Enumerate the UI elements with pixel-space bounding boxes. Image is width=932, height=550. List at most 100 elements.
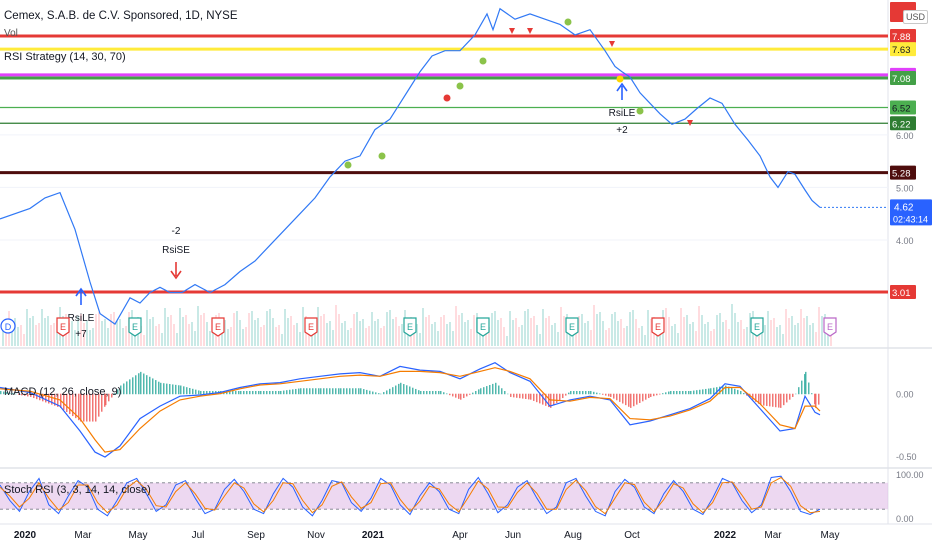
macd-histogram-bar (140, 371, 142, 395)
volume-bar (641, 326, 643, 346)
volume-bar (683, 317, 685, 346)
volume-bar (470, 329, 472, 346)
macd-histogram-bar (163, 383, 165, 395)
volume-bar (302, 307, 304, 346)
volume-bar (38, 323, 40, 346)
strategy-dot (443, 94, 451, 102)
macd-histogram-bar (101, 393, 103, 412)
volume-bar (524, 311, 526, 346)
macd-histogram-bar (808, 382, 810, 395)
macd-histogram-bar (283, 390, 285, 395)
macd-histogram-bar (786, 393, 788, 403)
macd-histogram-bar (92, 393, 94, 422)
volume-bar (398, 326, 400, 346)
macd-histogram-bar (80, 393, 82, 422)
volume-bar (455, 306, 457, 346)
macd-histogram-bar (596, 392, 598, 395)
volume-bar (50, 325, 52, 346)
macd-histogram-bar (599, 393, 601, 395)
volume-bar (281, 334, 283, 346)
event-marker-badge (565, 317, 579, 337)
macd-histogram-bar (690, 390, 692, 395)
volume-bar (212, 329, 214, 346)
macd-histogram-bar (412, 387, 414, 395)
volume-bar (413, 326, 415, 346)
volume-bar (818, 307, 820, 346)
volume-bar (521, 325, 523, 346)
level-tag-bg (890, 42, 916, 57)
macd-histogram-bar (630, 393, 632, 408)
currency-badge[interactable]: USD (903, 10, 929, 24)
macd-histogram-bar (525, 393, 527, 400)
signal-annotation: +2 (616, 125, 628, 136)
level-tag-label: 5.28 (892, 169, 911, 180)
volume-bar (440, 317, 442, 346)
strategy-triangle (509, 28, 515, 34)
macd-histogram-bar (570, 390, 572, 395)
price-series-line (0, 7, 821, 325)
macd-histogram-bar (129, 379, 131, 395)
volume-bar (101, 321, 103, 346)
event-marker-letter: E (480, 322, 486, 332)
macd-histogram-bar (132, 377, 134, 395)
macd-histogram-bar (811, 393, 813, 395)
volume-bar (731, 304, 733, 346)
macd-histogram-bar (69, 393, 71, 415)
stoch-rsi-label[interactable]: Stoch RSI (3, 3, 14, 14, close) (4, 484, 151, 496)
macd-histogram-bar (252, 390, 254, 395)
volume-bar (416, 324, 418, 346)
strategy-label[interactable]: RSI Strategy (14, 30, 70) (4, 51, 126, 63)
macd-histogram-bar (656, 393, 658, 396)
macd-histogram-bar (33, 393, 35, 399)
macd-histogram-bar (429, 390, 431, 395)
volume-bar (359, 321, 361, 346)
volume-bar (725, 320, 727, 346)
level-tag-bg (890, 116, 916, 131)
volume-bar (668, 317, 670, 346)
volume-bar (770, 320, 772, 346)
macd-histogram-bar (315, 388, 317, 395)
macd-histogram-bar (15, 393, 17, 395)
macd-histogram-bar (548, 393, 550, 408)
volume-bar (293, 325, 295, 346)
macd-histogram-bar (146, 375, 148, 395)
macd-histogram-bar (728, 386, 730, 395)
macd-histogram-bar (323, 388, 325, 395)
volume-bar (35, 325, 37, 346)
volume-bar (485, 329, 487, 346)
macd-histogram-bar (628, 393, 630, 407)
macd-histogram-bar (705, 388, 707, 395)
volume-bar (587, 321, 589, 346)
volume-bar (146, 310, 148, 346)
volume-bar (419, 333, 421, 346)
macd-histogram-bar (763, 393, 765, 406)
price-axis-tick: 6.00 (896, 131, 914, 141)
volume-bar (572, 332, 574, 346)
macd-histogram-bar (662, 393, 664, 395)
volume-bar (797, 323, 799, 346)
volume-bar (602, 321, 604, 346)
level-price-tag: 6.52 (890, 100, 916, 115)
volume-bar (491, 313, 493, 346)
event-marker: E (823, 317, 837, 337)
volume-bar (617, 321, 619, 346)
macd-histogram-bar (363, 389, 365, 395)
macd-histogram-bar (243, 390, 245, 395)
macd-histogram-bar (117, 389, 119, 395)
volume-bar (743, 329, 745, 346)
volume-bar (209, 331, 211, 346)
signal-annotation: RsiLE (68, 313, 95, 324)
volume-bar (437, 331, 439, 346)
macd-histogram-bar (685, 390, 687, 395)
volume-bar (761, 327, 763, 346)
macd-histogram-bar (389, 388, 391, 395)
macd-histogram-bar (613, 393, 615, 399)
level-tag-bg (890, 29, 916, 43)
macd-histogram-bar (492, 383, 494, 395)
macd-histogram-bar (449, 393, 451, 396)
volume-bar (716, 315, 718, 346)
volume-bar (371, 312, 373, 346)
macd-label[interactable]: MACD (12, 26, close, 9) (4, 386, 122, 398)
volume-bar (185, 315, 187, 346)
volume-bar (44, 318, 46, 346)
